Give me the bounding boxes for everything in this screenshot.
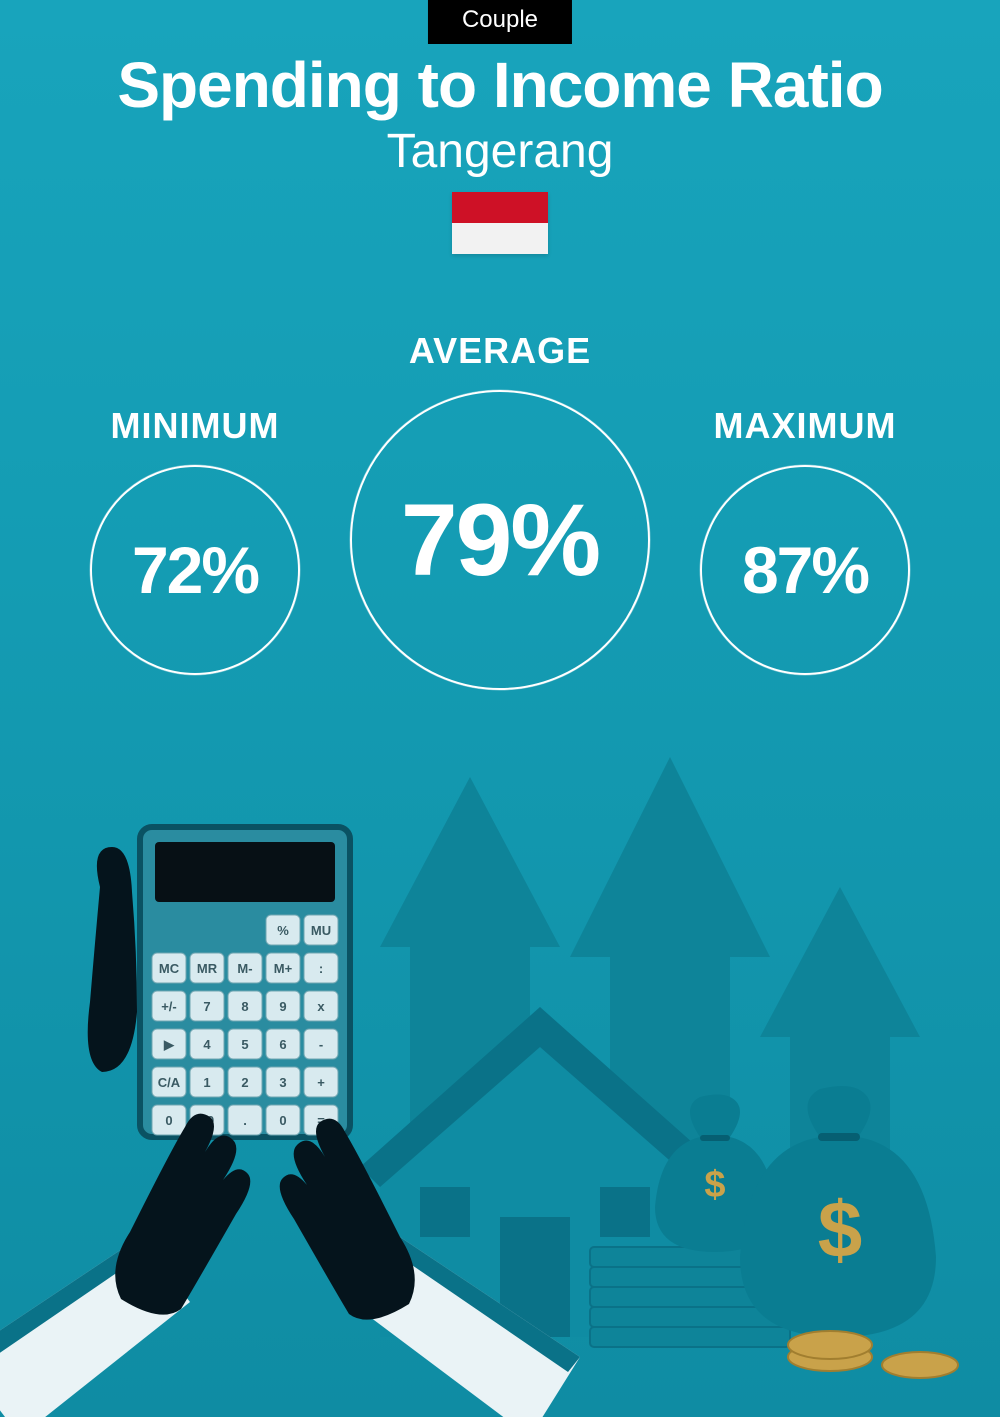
location-subtitle: Tangerang bbox=[0, 124, 1000, 179]
calculator-key-label: 0 bbox=[165, 1113, 172, 1128]
hand-right-icon bbox=[280, 1119, 580, 1417]
calculator-key bbox=[266, 991, 300, 1021]
stat-average-value: 79% bbox=[401, 482, 599, 599]
svg-text:$: $ bbox=[818, 1185, 863, 1274]
calculator-key bbox=[152, 991, 186, 1021]
calculator-key-label: 4 bbox=[203, 1037, 211, 1052]
stat-average-label: AVERAGE bbox=[409, 330, 591, 372]
calculator-key-label: MU bbox=[311, 923, 331, 938]
calculator-key bbox=[190, 1105, 224, 1135]
calculator-key-label: x bbox=[317, 999, 325, 1014]
calculator-key bbox=[304, 1067, 338, 1097]
stat-average-ring: 79% bbox=[350, 390, 650, 690]
calculator-key-label: 6 bbox=[279, 1037, 286, 1052]
stat-minimum: MINIMUM 72% bbox=[90, 405, 300, 675]
calculator-key-label: M+ bbox=[274, 961, 293, 976]
calculator-key-label: 2 bbox=[241, 1075, 248, 1090]
calculator-key-label: MR bbox=[197, 961, 218, 976]
calculator-key bbox=[152, 1067, 186, 1097]
calculator-key bbox=[228, 953, 262, 983]
calculator-key-label: MC bbox=[159, 961, 180, 976]
calculator-key-label: 3 bbox=[279, 1075, 286, 1090]
calculator-key-label: 1 bbox=[203, 1075, 210, 1090]
stat-maximum: MAXIMUM 87% bbox=[700, 405, 910, 675]
calculator-key-label: M- bbox=[237, 961, 252, 976]
money-bag-icon: $ bbox=[655, 1095, 775, 1253]
calculator-key bbox=[190, 991, 224, 1021]
stat-minimum-ring: 72% bbox=[90, 465, 300, 675]
stat-minimum-value: 72% bbox=[132, 532, 258, 608]
calculator-key bbox=[266, 915, 300, 945]
calculator-key bbox=[152, 953, 186, 983]
stats-row: MINIMUM 72% AVERAGE 79% MAXIMUM 87% bbox=[0, 310, 1000, 710]
stat-minimum-label: MINIMUM bbox=[111, 405, 280, 447]
calculator-key bbox=[190, 1029, 224, 1059]
calculator-key bbox=[228, 1105, 262, 1135]
money-bag-large-icon: $ bbox=[740, 1086, 936, 1337]
illustration: $ $ %MUMCMRM-M+:+/-789x▶456-C/A123+000.0… bbox=[0, 717, 1000, 1417]
calculator-key-label: C/A bbox=[158, 1075, 181, 1090]
calculator-key-label: : bbox=[319, 961, 323, 976]
calculator-key-label: 8 bbox=[241, 999, 248, 1014]
calculator-key bbox=[304, 1029, 338, 1059]
calculator-key bbox=[152, 1105, 186, 1135]
coin-icon bbox=[788, 1331, 958, 1378]
calculator-key-label: - bbox=[319, 1037, 323, 1052]
calculator-key bbox=[190, 1067, 224, 1097]
calculator-key-label: 00 bbox=[200, 1113, 214, 1128]
flag-indonesia-icon bbox=[452, 192, 548, 254]
stat-maximum-label: MAXIMUM bbox=[714, 405, 897, 447]
calculator-key bbox=[228, 1067, 262, 1097]
calculator-key-label: = bbox=[317, 1113, 325, 1128]
calculator-key bbox=[266, 1105, 300, 1135]
calculator-key bbox=[266, 953, 300, 983]
svg-text:$: $ bbox=[704, 1164, 725, 1206]
calculator-icon: %MUMCMRM-M+:+/-789x▶456-C/A123+000.0= bbox=[140, 827, 350, 1137]
cash-stack-icon bbox=[590, 1247, 790, 1347]
hand-left-icon bbox=[0, 847, 250, 1417]
calculator-key-label: % bbox=[277, 923, 289, 938]
calculator-key-label: . bbox=[243, 1113, 247, 1128]
calculator-key bbox=[304, 1105, 338, 1135]
calculator-key-label: + bbox=[317, 1075, 325, 1090]
calculator-key bbox=[304, 953, 338, 983]
stat-maximum-ring: 87% bbox=[700, 465, 910, 675]
flag-bottom-stripe bbox=[452, 223, 548, 254]
up-arrow-icon bbox=[380, 777, 560, 1177]
calculator-key bbox=[304, 915, 338, 945]
calculator-key-label: 9 bbox=[279, 999, 286, 1014]
up-arrow-icon bbox=[570, 757, 770, 1217]
calculator-key-label: 0 bbox=[279, 1113, 286, 1128]
calculator-key-label: 5 bbox=[241, 1037, 248, 1052]
category-badge: Couple bbox=[428, 0, 572, 44]
calculator-key bbox=[266, 1067, 300, 1097]
page-title: Spending to Income Ratio bbox=[0, 48, 1000, 122]
calculator-key bbox=[190, 953, 224, 983]
calculator-key-label: ▶ bbox=[163, 1037, 175, 1052]
calculator-key-label: 7 bbox=[203, 999, 210, 1014]
calculator-key bbox=[228, 1029, 262, 1059]
calculator-key bbox=[304, 991, 338, 1021]
calculator-key-label: +/- bbox=[161, 999, 177, 1014]
flag-top-stripe bbox=[452, 192, 548, 223]
stat-average: AVERAGE 79% bbox=[350, 330, 650, 690]
calculator-key bbox=[228, 991, 262, 1021]
calculator-key bbox=[152, 1029, 186, 1059]
house-icon bbox=[360, 1007, 720, 1337]
stat-maximum-value: 87% bbox=[742, 532, 868, 608]
calculator-key bbox=[266, 1029, 300, 1059]
up-arrow-icon bbox=[760, 887, 920, 1237]
illustration-svg: $ $ %MUMCMRM-M+:+/-789x▶456-C/A123+000.0… bbox=[0, 717, 1000, 1417]
